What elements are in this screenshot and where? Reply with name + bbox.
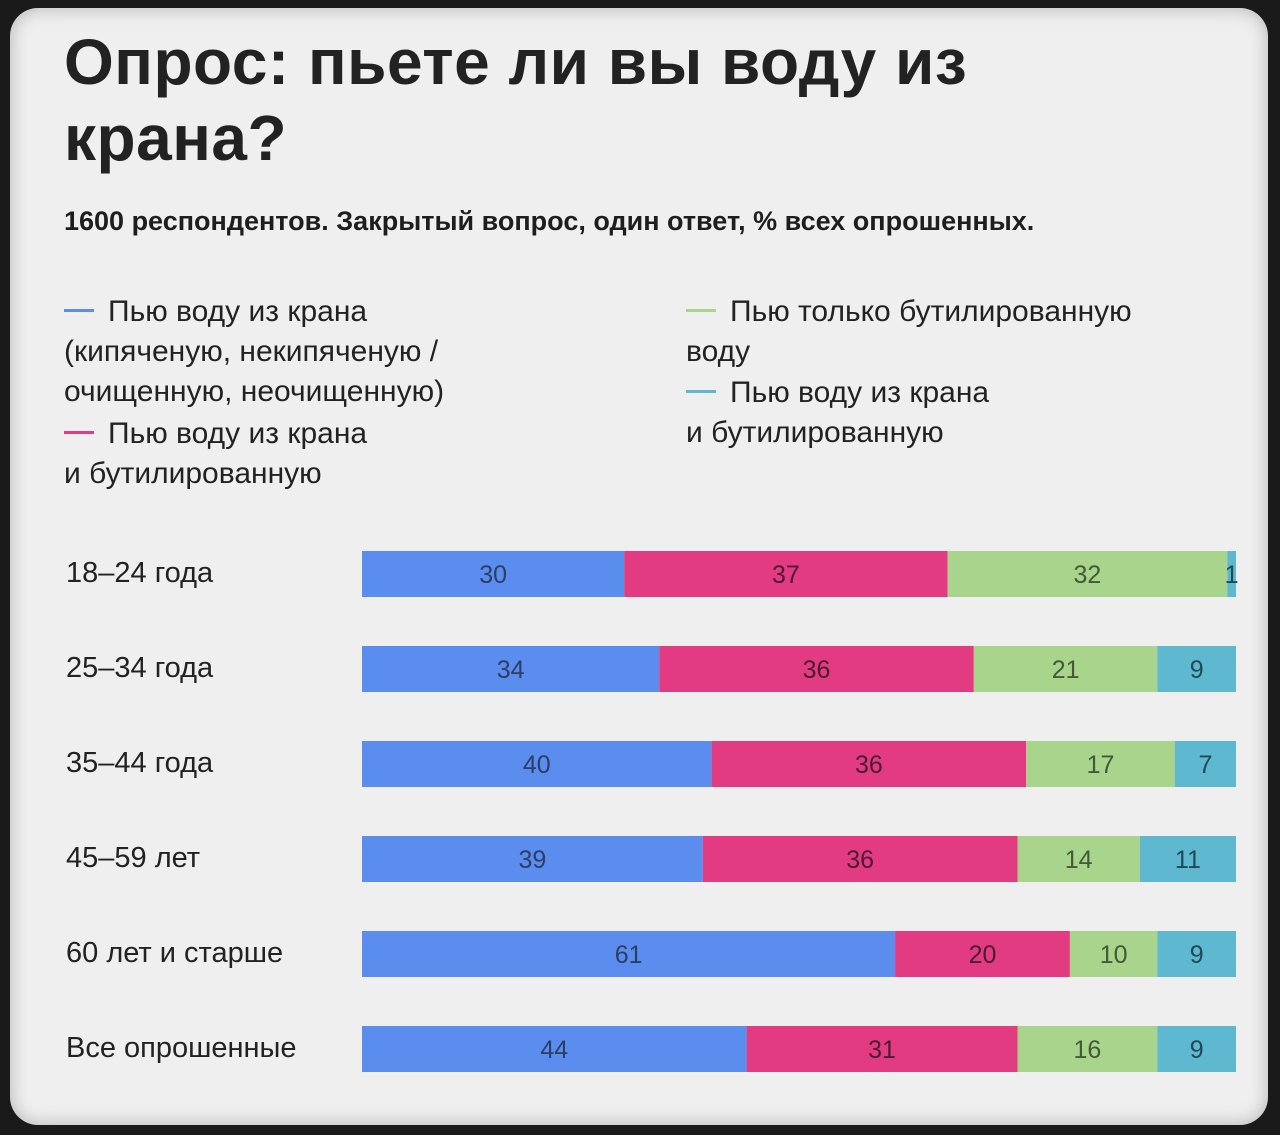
- legend-label-bottled-only: Пью только бутилированную воду: [686, 295, 1132, 368]
- data-label: 39: [518, 846, 546, 874]
- row-label: 60 лет и старше: [66, 937, 284, 969]
- legend-swatch-tap: [64, 309, 94, 313]
- bar-segment: [362, 551, 625, 597]
- data-label: 21: [1052, 656, 1080, 684]
- bar-segment: [659, 646, 974, 692]
- data-label: 36: [803, 656, 831, 684]
- legend-label-tap: Пью воду из крана (кипяченую, некипячену…: [64, 295, 445, 408]
- data-label: 44: [540, 1036, 568, 1064]
- data-label: 10: [1100, 941, 1128, 969]
- legend-swatch-tap-and-bottled-2: [686, 390, 716, 394]
- data-label: 61: [615, 941, 643, 969]
- bar-segment: [362, 931, 896, 977]
- data-label: 9: [1190, 656, 1204, 684]
- bar-segment: [947, 551, 1228, 597]
- bar-segment: [1017, 836, 1140, 882]
- row-label: 18–24 года: [66, 557, 214, 589]
- bar-segment: [1069, 931, 1158, 977]
- legend-item-tap-and-bottled: Пью воду из крана и бутилированную: [64, 414, 367, 494]
- data-label: 14: [1065, 846, 1093, 874]
- legend-swatch-bottled-only: [686, 309, 716, 313]
- legend-label-tap-and-bottled: Пью воду из крана и бутилированную: [64, 417, 368, 490]
- bar-segment: [1157, 1026, 1236, 1072]
- row-label: 45–59 лет: [66, 842, 201, 874]
- data-label: 16: [1073, 1036, 1101, 1064]
- data-label: 20: [969, 941, 997, 969]
- data-label: 40: [523, 751, 551, 779]
- data-label: 30: [479, 561, 507, 589]
- bar-segment: [973, 646, 1158, 692]
- chart-card: Опрос: пьете ли вы воду из крана? 1600 р…: [10, 8, 1268, 1125]
- bar-segment: [1227, 551, 1236, 597]
- chart-title: Опрос: пьете ли вы воду из крана?: [64, 26, 968, 174]
- data-label: 11: [1175, 846, 1201, 874]
- bar-segment: [711, 741, 1027, 787]
- bar-segment: [362, 646, 660, 692]
- data-label: 37: [772, 561, 800, 589]
- bar-segment: [624, 551, 948, 597]
- bar-segment: [1157, 646, 1236, 692]
- legend-item-tap-and-bottled-2: Пью воду из крана и бутилированную: [686, 373, 989, 453]
- bar-segment: [746, 1026, 1018, 1072]
- bar-segment: [1157, 931, 1236, 977]
- bar-segment: [895, 931, 1070, 977]
- bar-segment: [362, 836, 703, 882]
- data-label: 36: [855, 751, 883, 779]
- chart-subtitle: 1600 респондентов. Закрытый вопрос, один…: [64, 206, 1035, 236]
- legend-label-tap-and-bottled-2: Пью воду из крана и бутилированную: [686, 376, 990, 449]
- data-label: 34: [497, 656, 525, 684]
- bar-segment: [1026, 741, 1175, 787]
- data-label: 31: [868, 1036, 896, 1064]
- data-label: 32: [1073, 561, 1101, 589]
- bar-segment: [362, 741, 712, 787]
- data-label: 36: [846, 846, 874, 874]
- legend-item-tap: Пью воду из крана (кипяченую, некипячену…: [64, 292, 444, 412]
- bar-segment: [362, 1026, 747, 1072]
- row-label: Все опрошенные: [66, 1032, 297, 1064]
- row-label: 35–44 года: [66, 747, 214, 779]
- data-label: 9: [1190, 941, 1204, 969]
- data-label: 7: [1198, 751, 1212, 779]
- data-label: 17: [1087, 751, 1115, 779]
- bar-segment: [1139, 836, 1236, 882]
- data-label: 9: [1190, 1036, 1204, 1064]
- bar-segment: [1017, 1026, 1158, 1072]
- legend-item-bottled-only: Пью только бутилированную воду: [686, 292, 1132, 372]
- bar-segment: [702, 836, 1018, 882]
- legend-swatch-tap-and-bottled: [64, 431, 94, 435]
- bar-segment: [1174, 741, 1236, 787]
- row-label: 25–34 года: [66, 652, 214, 684]
- stacked-bar-chart: 30 37 32 1 34 36 21 9 40 36 17 7 39 36 14 11 61 20 10 9 44 31…: [362, 551, 1239, 1072]
- data-label: 1: [1225, 561, 1239, 589]
